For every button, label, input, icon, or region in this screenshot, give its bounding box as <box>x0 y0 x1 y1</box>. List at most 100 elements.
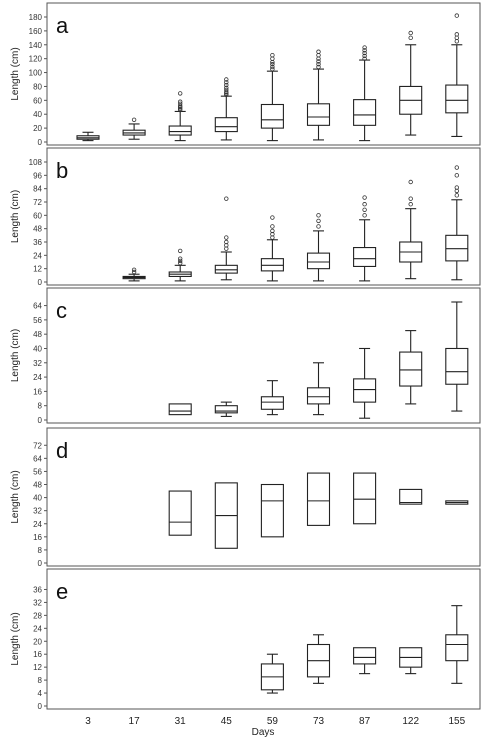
y-tick-label: 28 <box>33 611 42 620</box>
box-73 <box>306 634 331 684</box>
outlier-point <box>454 13 459 18</box>
box-iqr <box>445 347 469 385</box>
y-tick-label: 56 <box>33 467 42 476</box>
outlier-point <box>224 80 229 85</box>
box-iqr <box>306 252 331 270</box>
y-tick-label: 0 <box>38 416 43 425</box>
x-tick-label: 155 <box>448 716 465 727</box>
box-87 <box>353 195 377 282</box>
box-iqr <box>260 483 284 538</box>
outlier-point <box>270 224 275 229</box>
panel-label: e <box>56 579 68 604</box>
y-tick-label: 120 <box>29 55 43 64</box>
y-tick-label: 96 <box>33 171 42 180</box>
y-tick-label: 8 <box>38 676 43 685</box>
panel-c: 0 8 16 24 32 40 48 56 64 Length (cm) c <box>10 287 481 425</box>
y-tick-label: 72 <box>33 198 42 207</box>
box-122 <box>399 179 423 280</box>
y-tick-label: 108 <box>29 158 43 167</box>
outlier-point <box>177 91 183 96</box>
y-axis-title: Length (cm) <box>10 190 21 243</box>
y-tick-label: 20 <box>33 124 42 133</box>
y-tick-label: 0 <box>38 702 43 711</box>
outlier-point <box>316 218 321 224</box>
box-iqr <box>214 117 238 133</box>
box-3 <box>76 131 100 142</box>
y-tick-label: 0 <box>38 138 43 147</box>
y-tick-label: 100 <box>29 69 43 78</box>
box-31 <box>168 91 192 142</box>
y-tick-label: 16 <box>33 650 42 659</box>
y-tick-label: 24 <box>33 373 42 382</box>
y-tick-label: 180 <box>29 13 43 22</box>
y-tick-label: 140 <box>29 41 43 50</box>
y-tick-label: 32 <box>33 598 42 607</box>
outlier-point <box>270 62 275 67</box>
x-tick-label: 59 <box>267 716 279 727</box>
panel-frame <box>46 427 481 567</box>
outlier-point <box>270 66 275 72</box>
box-155 <box>445 13 469 137</box>
box-59 <box>260 483 284 538</box>
y-tick-label: 12 <box>33 265 42 274</box>
box-73 <box>306 213 331 282</box>
box-87 <box>353 472 377 525</box>
box-iqr <box>445 634 469 662</box>
outlier-point <box>362 195 367 200</box>
panel-e: 0 4 8 12 16 20 24 28 32 36 Length (cm) e <box>10 568 481 711</box>
box-iqr <box>399 351 423 387</box>
outlier-point <box>316 224 321 229</box>
x-tick-label: 45 <box>221 716 233 727</box>
outlier-point <box>408 35 413 41</box>
x-tick-label: 73 <box>313 716 325 727</box>
outlier-point <box>362 45 367 50</box>
outlier-point <box>362 48 367 53</box>
outlier-point <box>131 267 137 272</box>
box-45 <box>214 196 238 281</box>
box-59 <box>260 52 284 142</box>
y-tick-label: 40 <box>33 494 42 503</box>
panel-frame <box>46 568 481 710</box>
y-tick-label: 64 <box>33 454 42 463</box>
outlier-point <box>224 92 229 97</box>
outlier-point <box>316 59 321 64</box>
outlier-point <box>362 207 367 212</box>
box-73 <box>306 472 331 526</box>
y-tick-label: 24 <box>33 520 42 529</box>
box-122 <box>399 330 423 405</box>
box-73 <box>306 362 331 416</box>
box-122 <box>399 30 423 136</box>
x-tick-label: 31 <box>175 716 187 727</box>
outlier-point <box>408 179 413 185</box>
x-tick-label: 3 <box>85 716 91 727</box>
outlier-point <box>316 64 321 70</box>
y-tick-label: 40 <box>33 110 42 119</box>
y-tick-label: 32 <box>33 507 42 516</box>
outlier-point <box>270 64 275 70</box>
box-iqr <box>306 387 331 405</box>
panel-a: 0 20 40 60 80 100 120 140 160 180 Length (cm) a <box>10 2 481 147</box>
y-tick-label: 48 <box>33 225 42 234</box>
box-iqr <box>399 488 423 505</box>
y-tick-label: 8 <box>38 546 43 555</box>
outlier-point <box>408 30 413 36</box>
y-tick-label: 36 <box>33 238 42 247</box>
box-iqr <box>306 103 331 126</box>
box-iqr <box>168 490 192 536</box>
y-tick-label: 8 <box>38 402 43 411</box>
outlier-point <box>362 50 367 56</box>
y-tick-label: 48 <box>33 481 42 490</box>
y-axis-title: Length (cm) <box>10 470 21 523</box>
x-tick-label: 87 <box>359 716 371 727</box>
box-87 <box>353 647 377 675</box>
box-31 <box>168 403 192 416</box>
box-155 <box>445 500 469 505</box>
outlier-point <box>224 89 229 95</box>
box-17 <box>122 267 146 282</box>
box-iqr <box>353 647 377 665</box>
panel-label: b <box>56 158 68 183</box>
y-tick-label: 64 <box>33 302 42 311</box>
outlier-point <box>177 260 183 266</box>
panel-b: 0 12 24 36 48 60 72 84 96 108 Length (cm) b <box>10 147 481 287</box>
